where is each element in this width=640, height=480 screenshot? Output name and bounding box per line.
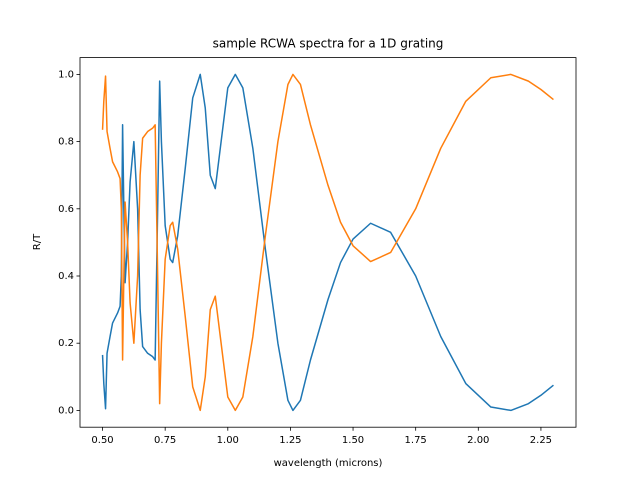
x-tick-label: 0.50 <box>91 435 113 446</box>
x-tick-label: 1.75 <box>405 435 427 446</box>
y-axis-label: R/T <box>32 233 43 250</box>
y-tick-label: 0.4 <box>58 271 74 282</box>
chart-title: sample RCWA spectra for a 1D grating <box>213 37 444 51</box>
series-line <box>101 73 554 412</box>
series-line <box>101 73 554 412</box>
y-tick-label: 1.0 <box>58 69 74 80</box>
plot-frame <box>79 57 577 428</box>
x-tick-label: 1.00 <box>217 435 239 446</box>
x-tick-label: 2.25 <box>530 435 552 446</box>
y-tick-label: 0.0 <box>58 405 74 416</box>
x-tick-label: 1.50 <box>342 435 364 446</box>
y-tick-label: 0.6 <box>58 204 74 215</box>
x-axis-label: wavelength (microns) <box>274 458 383 469</box>
x-tick-label: 1.25 <box>279 435 301 446</box>
y-tick-label: 0.2 <box>58 338 74 349</box>
x-tick-label: 2.00 <box>467 435 489 446</box>
x-tick-label: 0.75 <box>154 435 176 446</box>
y-tick-label: 0.8 <box>58 137 74 148</box>
